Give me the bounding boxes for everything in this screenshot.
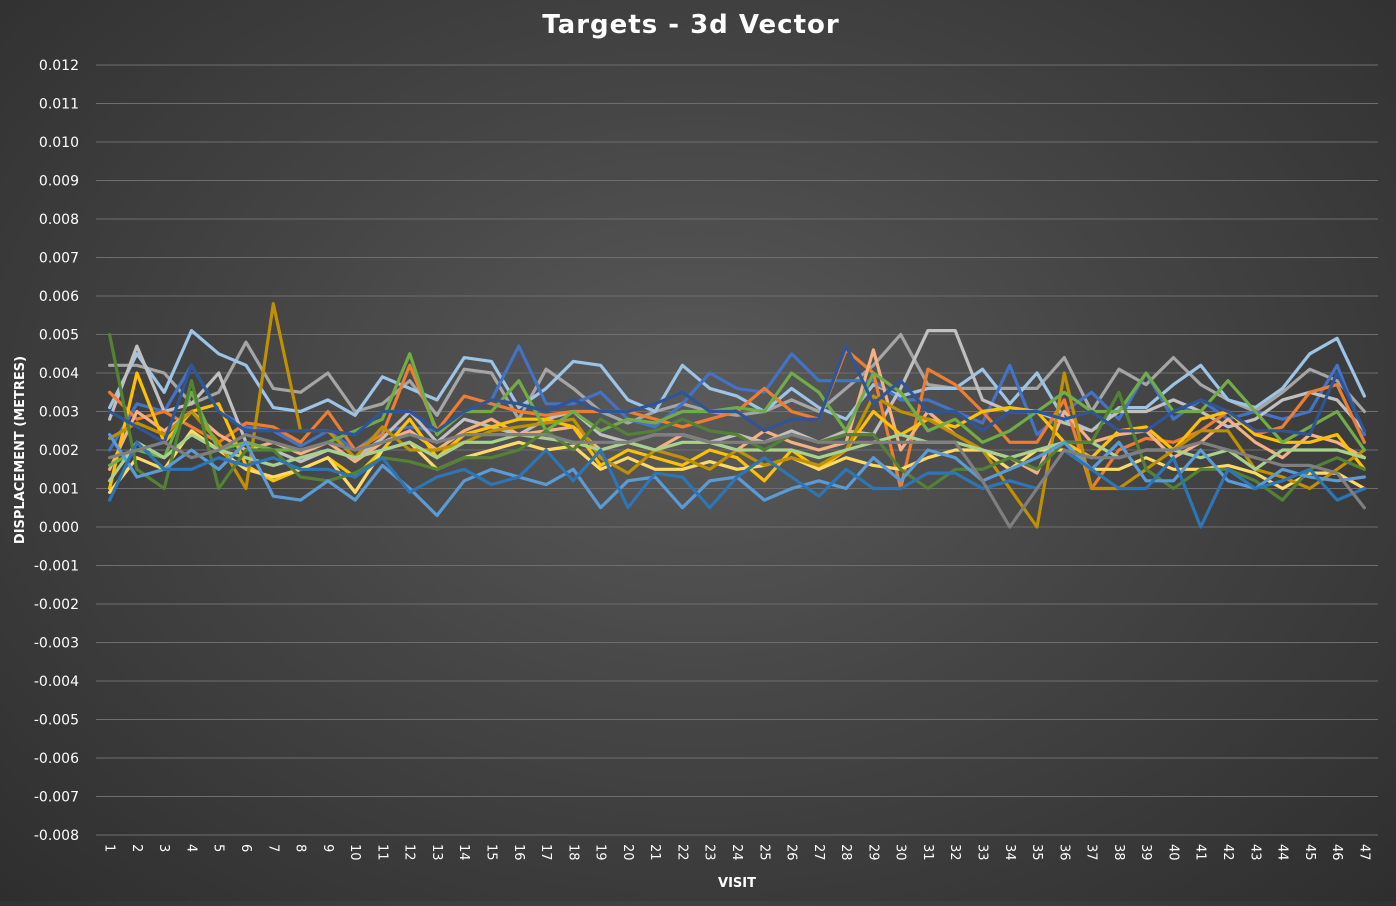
x-tick-label: 40 [1165, 844, 1180, 861]
x-tick-label: 42 [1220, 844, 1235, 861]
x-tick-label: 41 [1193, 844, 1208, 861]
x-tick-label: 17 [538, 844, 553, 861]
y-tick-label: -0.005 [34, 713, 79, 729]
y-tick-label: -0.002 [34, 597, 79, 613]
y-tick-label: -0.007 [34, 790, 79, 806]
y-tick-label: 0.001 [39, 482, 79, 498]
x-tick-label: 21 [647, 844, 662, 861]
x-tick-label: 26 [784, 844, 799, 861]
x-tick-label: 20 [620, 844, 635, 861]
x-tick-label: 19 [593, 844, 608, 861]
y-tick-label: 0.000 [39, 520, 79, 536]
x-tick-label: 34 [1002, 844, 1017, 861]
x-tick-label: 4 [183, 844, 198, 852]
x-tick-label: 2 [129, 844, 144, 852]
x-tick-label: 16 [511, 844, 526, 861]
chart-title: Targets - 3d Vector [542, 10, 839, 40]
y-tick-label: -0.003 [34, 636, 79, 652]
x-tick-label: 29 [865, 844, 880, 861]
series-line-14 [107, 440, 1367, 529]
x-tick-label: 1 [102, 844, 117, 852]
x-tick-label: 8 [293, 844, 308, 852]
x-tick-label: 5 [211, 844, 226, 852]
x-axis-label: VISIT [718, 876, 756, 891]
y-axis-label: DISPLACEMENT (METRES) [13, 356, 28, 544]
x-tick-label: 33 [974, 844, 989, 861]
x-tick-label: 22 [674, 844, 689, 861]
y-tick-label: 0.012 [39, 58, 79, 74]
x-tick-label: 35 [1029, 844, 1044, 861]
x-tick-label: 27 [811, 844, 826, 861]
x-tick-label: 7 [265, 844, 280, 852]
series-line-16 [107, 433, 1367, 529]
x-tick-label: 46 [1329, 844, 1344, 861]
y-tick-label: -0.004 [34, 674, 79, 690]
y-tick-label: 0.006 [39, 289, 79, 305]
y-tick-label: 0.005 [39, 328, 79, 344]
y-tick-label: 0.004 [39, 366, 79, 382]
x-tick-label: 15 [484, 844, 499, 861]
series-line-1 [107, 332, 1367, 425]
x-tick-label: 3 [156, 844, 171, 852]
y-tick-labels: 0.012 0.011 0.010 0.009 0.008 0.007 0.006 0.005… [34, 58, 79, 844]
y-tick-label: -0.006 [34, 751, 79, 767]
x-tick-label: 43 [1247, 844, 1262, 861]
y-tick-label: -0.008 [34, 828, 79, 844]
y-tick-label: 0.007 [39, 251, 79, 267]
x-tick-label: 12 [402, 844, 417, 861]
x-tick-label: 37 [1084, 844, 1099, 861]
x-tick-label: 39 [1138, 844, 1153, 861]
x-tick-label: 30 [893, 844, 908, 861]
x-tick-label: 24 [729, 844, 744, 861]
x-tick-label: 6 [238, 844, 253, 852]
y-tick-label: 0.009 [39, 174, 79, 190]
y-tick-label: 0.002 [39, 443, 79, 459]
x-tick-label: 38 [1111, 844, 1126, 861]
x-tick-label: 25 [756, 844, 771, 861]
x-tick-label: 36 [1056, 844, 1071, 861]
series-line-12 [107, 332, 1367, 502]
series-lines [107, 302, 1367, 529]
series-line-2 [107, 329, 1367, 433]
x-tick-label: 45 [1302, 844, 1317, 861]
x-tick-label: 18 [565, 844, 580, 861]
x-tick-label: 13 [429, 844, 444, 861]
x-tick-label: 14 [456, 844, 471, 861]
x-tick-label: 28 [838, 844, 853, 861]
series-line-15 [107, 344, 1367, 444]
y-tick-label: 0.003 [39, 405, 79, 421]
x-tick-label: 31 [920, 844, 935, 861]
y-tick-label: 0.011 [39, 97, 79, 113]
y-tick-label: 0.010 [39, 135, 79, 151]
x-tick-labels: 1 2 3 4 5 6 7 8 9 10 11 12 13 14 15 16 17 18 19 20 21 22 23 24 2… [102, 844, 1372, 861]
x-tick-label: 23 [702, 844, 717, 861]
x-tick-label: 47 [1356, 844, 1371, 861]
x-tick-label: 10 [347, 844, 362, 861]
x-tick-label: 32 [947, 844, 962, 861]
x-tick-label: 44 [1275, 844, 1290, 861]
y-tick-label: -0.001 [34, 559, 79, 575]
y-tick-label: 0.008 [39, 212, 79, 228]
x-tick-label: 9 [320, 844, 335, 852]
x-tick-label: 11 [374, 844, 389, 861]
